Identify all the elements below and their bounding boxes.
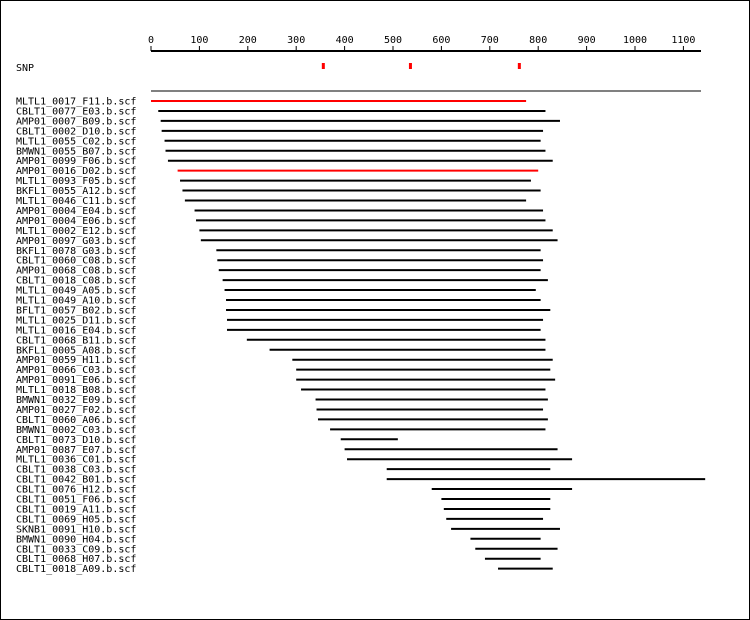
- read-label: MLTL1_0049_A10.b.scf: [16, 296, 136, 307]
- read-label: SKNB1_0091_H10.b.scf: [16, 524, 136, 535]
- axis-tick-label: 100: [190, 35, 208, 46]
- read-label: CBLT1_0019_A11.b.scf: [16, 504, 136, 515]
- snp-markers: [321, 63, 521, 69]
- read-label: CBLT1_0068_H07.b.scf: [16, 554, 136, 565]
- read-label: AMP01_0016_D02.b.scf: [16, 166, 136, 177]
- read-label: CBLT1_0068_B11.b.scf: [16, 335, 136, 346]
- read-label: AMP01_0004_E04.b.scf: [16, 206, 136, 217]
- read-label: MLTL1_0002_E12.b.scf: [16, 226, 136, 237]
- read-label: MLTL1_0017_F11.b.scf: [16, 97, 136, 108]
- read-label: AMP01_0004_E06.b.scf: [16, 216, 136, 227]
- axis-tick-label: 1000: [623, 35, 647, 46]
- axis-tick-label: 200: [239, 35, 257, 46]
- snp-marker: [517, 63, 521, 69]
- read-label: AMP01_0066_C03.b.scf: [16, 365, 136, 376]
- read-label: BKFL1_0078_G03.b.scf: [16, 246, 136, 257]
- read-label: BFLT1_0057_B02.b.scf: [16, 305, 136, 316]
- read-label: BMWN1_0002_C03.b.scf: [16, 425, 136, 436]
- read-label: CBLT1_0076_H12.b.scf: [16, 485, 136, 496]
- read-label: AMP01_0059_H11.b.scf: [16, 355, 136, 366]
- read-label: BMWN1_0055_B07.b.scf: [16, 146, 136, 157]
- read-label: MLTL1_0055_C02.b.scf: [16, 136, 136, 147]
- read-label: AMP01_0097_G03.b.scf: [16, 236, 136, 247]
- read-label: CBLT1_0038_C03.b.scf: [16, 465, 136, 476]
- read-label: AMP01_0091_E06.b.scf: [16, 375, 136, 386]
- read-label: AMP01_0087_E07.b.scf: [16, 445, 136, 456]
- read-label: MLTL1_0049_A05.b.scf: [16, 286, 136, 297]
- read-label: CBLT1_0060_C08.b.scf: [16, 256, 136, 267]
- read-label: AMP01_0027_F02.b.scf: [16, 405, 136, 416]
- read-label: MLTL1_0016_E04.b.scf: [16, 325, 136, 336]
- read-label: MLTL1_0093_F05.b.scf: [16, 176, 136, 187]
- axis-tick-label: 900: [578, 35, 596, 46]
- read-label: CBLT1_0077_E03.b.scf: [16, 106, 136, 117]
- read-label: CBLT1_0033_C09.b.scf: [16, 544, 136, 555]
- read-bars: [151, 100, 706, 570]
- read-labels: MLTL1_0017_F11.b.scfCBLT1_0077_E03.b.scf…: [16, 97, 136, 576]
- axis-tick-label: 300: [287, 35, 305, 46]
- axis-tick-label: 600: [432, 35, 450, 46]
- read-label: BKFL1_0005_A08.b.scf: [16, 345, 136, 356]
- snp-marker: [321, 63, 325, 69]
- axis-tick-label: 800: [529, 35, 547, 46]
- snp-marker: [408, 63, 412, 69]
- read-label: MLTL1_0025_D11.b.scf: [16, 315, 136, 326]
- read-label: AMP01_0007_B09.b.scf: [16, 116, 136, 127]
- read-label: BMWN1_0090_H04.b.scf: [16, 534, 136, 545]
- read-label: MLTL1_0046_C11.b.scf: [16, 196, 136, 207]
- read-label: MLTL1_0036_C01.b.scf: [16, 455, 136, 466]
- axis-tick-label: 700: [481, 35, 499, 46]
- read-label: CBLT1_0051_F06.b.scf: [16, 495, 136, 506]
- axis-tick-label: 1100: [671, 35, 695, 46]
- axis-tick-label: 500: [384, 35, 402, 46]
- read-label: CBLT1_0042_B01.b.scf: [16, 475, 136, 486]
- read-label: BMWN1_0032_E09.b.scf: [16, 395, 136, 406]
- read-label: MLTL1_0018_B08.b.scf: [16, 385, 136, 396]
- axis-tick-label: 400: [336, 35, 354, 46]
- read-label: CBLT1_0073_D10.b.scf: [16, 435, 136, 446]
- axis-ticks: 0 100 200 300 400 500 600 700 800 900 1000 1100: [148, 35, 695, 51]
- read-label: CBLT1_0018_A09.b.scf: [16, 564, 136, 575]
- read-label: AMP01_0068_C08.b.scf: [16, 266, 136, 277]
- read-label: CBLT1_0018_C08.b.scf: [16, 276, 136, 287]
- read-label: BKFL1_0055_A12.b.scf: [16, 186, 136, 197]
- read-label: CBLT1_0069_H05.b.scf: [16, 514, 136, 525]
- read-label: AMP01_0099_F06.b.scf: [16, 156, 136, 167]
- axis-tick-label: 0: [148, 35, 154, 46]
- snp-label: SNP: [16, 63, 34, 74]
- read-label: CBLT1_0002_D10.b.scf: [16, 126, 136, 137]
- read-label: CBLT1_0060_A06.b.scf: [16, 415, 136, 426]
